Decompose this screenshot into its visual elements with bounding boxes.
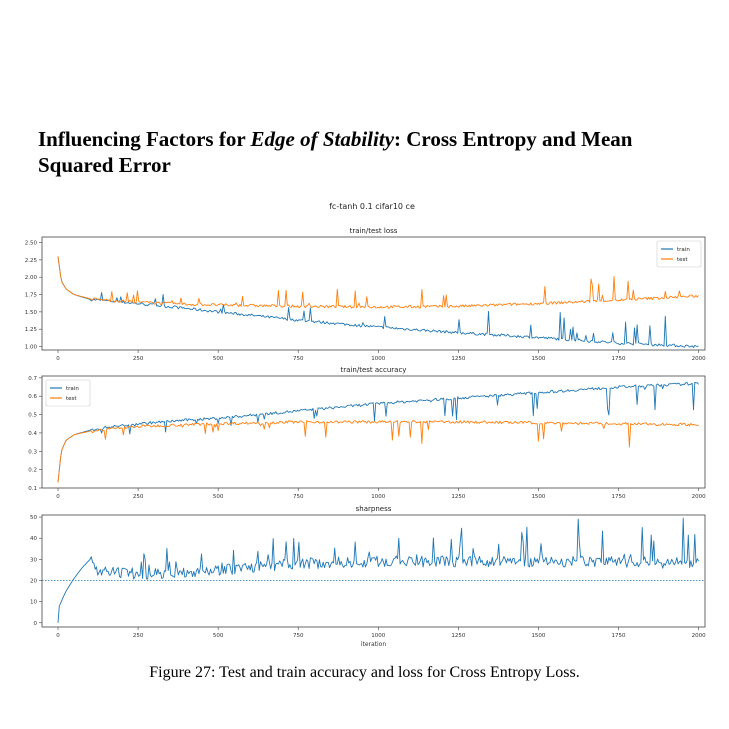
panel-1: train/test accuracy 0 250 500 750 1000 1250 150…	[28, 366, 706, 500]
y-tick-label: 0.3	[28, 449, 37, 455]
x-tick-label: 1250	[451, 633, 465, 639]
x-tick-label: 1250	[451, 356, 465, 362]
y-tick-label: 1.00	[25, 345, 38, 351]
figure-caption: Figure 27: Test and train accuracy and l…	[149, 664, 580, 681]
x-tick-label: 750	[293, 633, 304, 639]
x-tick-label: 0	[56, 633, 60, 639]
legend-label-test: test	[66, 396, 77, 402]
x-tick-label: 750	[293, 494, 304, 500]
plot-frame	[41, 236, 706, 351]
y-tick-label: 1.50	[25, 310, 38, 316]
y-tick-label: 1.25	[25, 327, 38, 333]
section-heading-part2: : Cross Entropy and Mean Squared Error	[38, 127, 633, 177]
y-tick-label: 50	[30, 515, 37, 521]
y-tick-label: 0.6	[28, 394, 37, 400]
plot-frame	[41, 375, 706, 489]
x-tick-label: 250	[133, 633, 144, 639]
y-tick-label: 1.75	[25, 293, 38, 299]
x-tick-label: 1000	[371, 633, 385, 639]
y-tick-label: 0.4	[28, 431, 37, 437]
legend-label-train: train	[677, 247, 690, 253]
y-tick-label: 0.2	[28, 468, 37, 474]
y-tick-label: 10	[30, 600, 37, 606]
panel-0: train/test loss 0 250 500 750 1000 1250 1500 175…	[25, 227, 706, 362]
legend: train test	[45, 379, 91, 407]
y-tick-label: 2.00	[25, 275, 38, 281]
y-tick-label: 20	[30, 579, 37, 585]
panel-2: sharpness 0 250 500 750 1000 1250 1500 1750 2000 0…	[30, 505, 706, 647]
series-line-test	[57, 256, 699, 309]
legend-label-test: test	[677, 257, 688, 263]
x-tick-label: 1000	[371, 356, 385, 362]
x-tick-label: 500	[213, 494, 224, 500]
y-tick-label: 0	[34, 621, 38, 627]
legend-box	[45, 379, 91, 407]
x-tick-label: 500	[213, 633, 224, 639]
x-tick-label: 1750	[612, 356, 626, 362]
x-tick-label: 1250	[451, 494, 465, 500]
section-heading-italic: Edge of Stability	[250, 127, 395, 151]
figure-suptitle: fc-tanh 0.1 cifar10 ce	[329, 202, 415, 211]
x-tick-label: 0	[56, 356, 60, 362]
x-tick-label: 1750	[612, 633, 626, 639]
panel-title: train/test loss	[350, 227, 398, 235]
x-tick-label: 2000	[692, 633, 706, 639]
x-tick-label: 500	[213, 356, 224, 362]
panel-title: train/test accuracy	[341, 366, 407, 374]
x-tick-label: 250	[133, 356, 144, 362]
panel-title: sharpness	[356, 505, 392, 513]
legend-label-train: train	[66, 386, 79, 392]
y-tick-label: 0.7	[28, 376, 37, 382]
y-tick-label: 0.5	[28, 413, 37, 419]
x-tick-label: 0	[56, 494, 60, 500]
series-line-sharpness	[57, 517, 699, 623]
figure-27: fc-tanh 0.1 cifar10 ce train/test loss 0 2…	[25, 202, 706, 647]
series-line-train	[57, 381, 699, 483]
x-tick-label: 1500	[531, 494, 545, 500]
y-tick-label: 2.25	[25, 258, 38, 264]
x-tick-label: 250	[133, 494, 144, 500]
y-tick-label: 30	[30, 557, 37, 563]
y-tick-label: 2.50	[25, 241, 38, 247]
x-tick-label: 1500	[531, 356, 545, 362]
section-heading: Influencing Factors for Edge of Stabilit…	[38, 126, 708, 178]
legend-box	[656, 240, 702, 268]
series-line-train	[57, 256, 699, 349]
x-tick-label: 1000	[371, 494, 385, 500]
plot-frame	[41, 514, 706, 628]
x-tick-label: 2000	[692, 356, 706, 362]
x-tick-label: 1500	[531, 633, 545, 639]
y-tick-label: 40	[30, 536, 37, 542]
x-axis-label: iteration	[361, 641, 387, 647]
x-tick-label: 1750	[612, 494, 626, 500]
series-line-test	[57, 420, 699, 483]
legend: train test	[656, 240, 702, 268]
section-heading-part1: Influencing Factors for	[38, 127, 251, 151]
x-tick-label: 2000	[692, 494, 706, 500]
x-tick-label: 750	[293, 356, 304, 362]
y-tick-label: 0.1	[28, 486, 37, 492]
